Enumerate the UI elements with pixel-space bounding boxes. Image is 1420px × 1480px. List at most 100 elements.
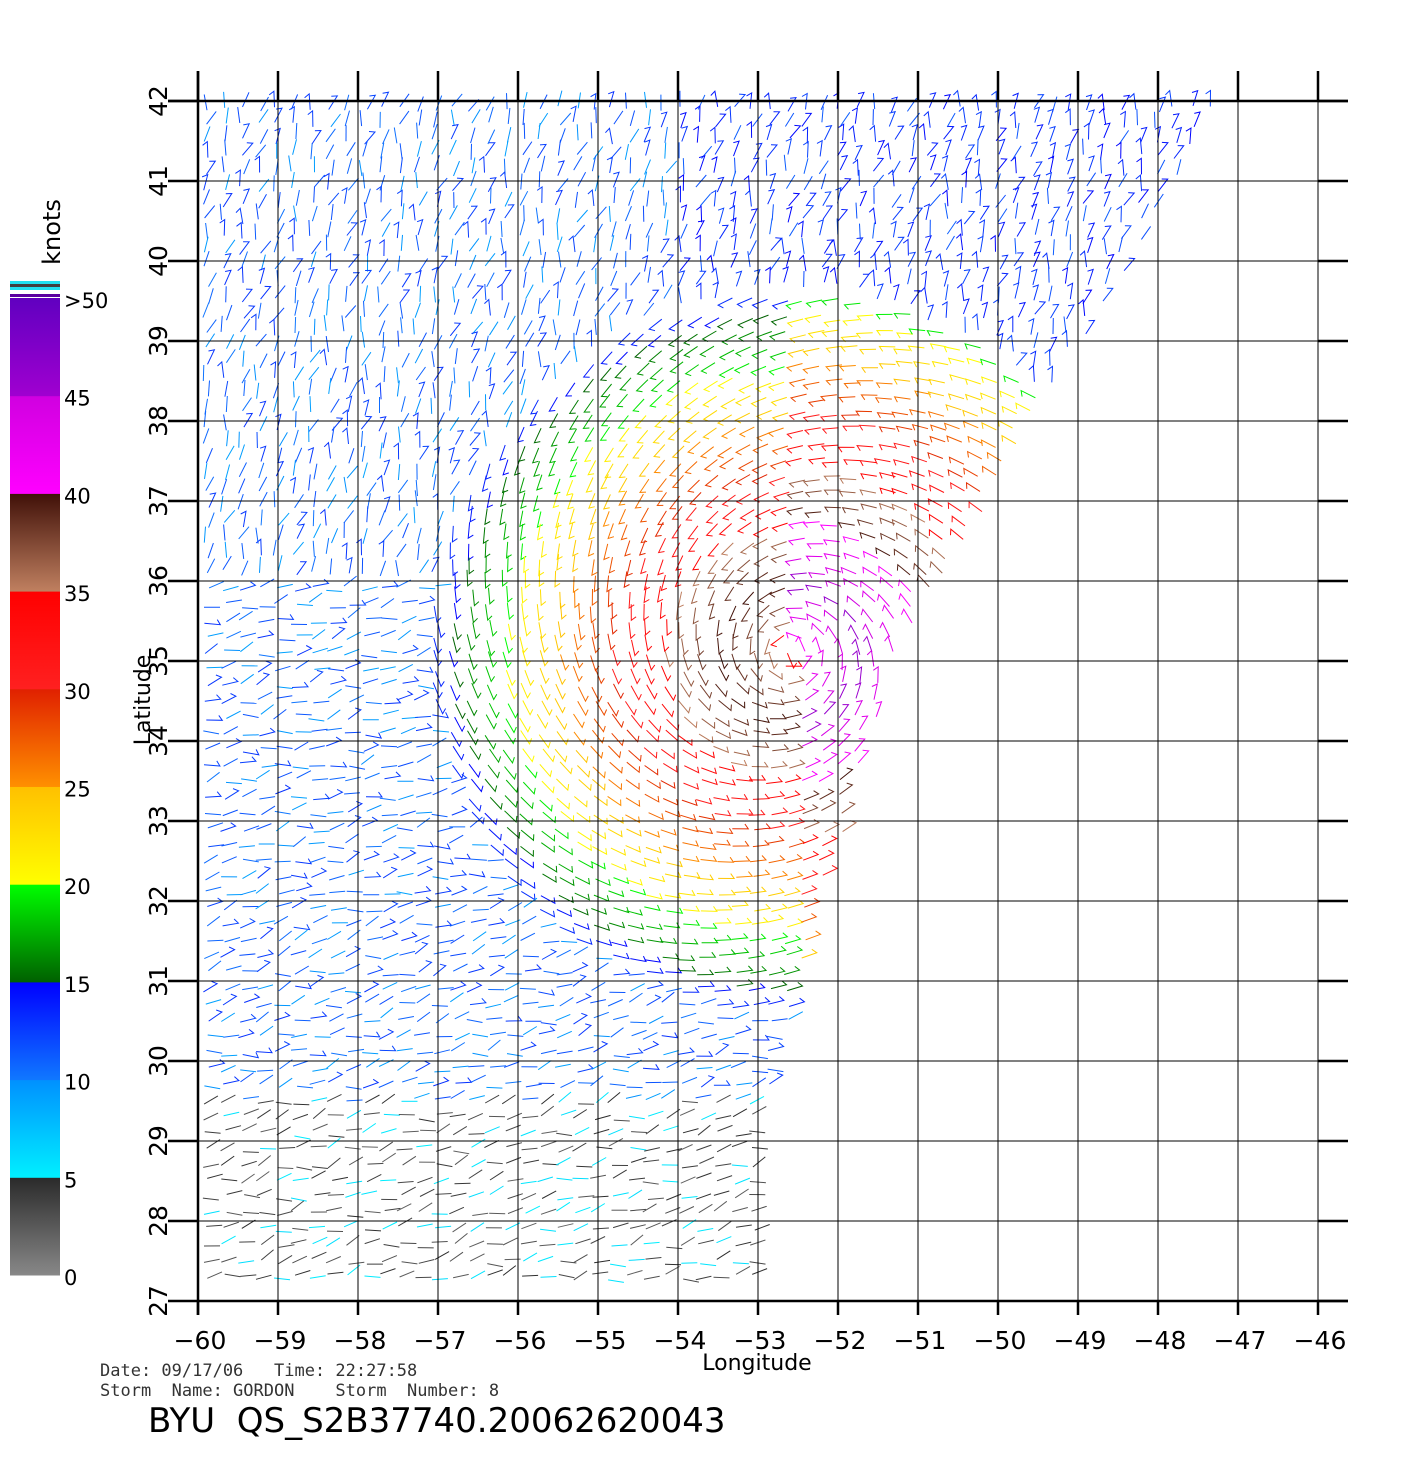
wind-barb [502, 1265, 517, 1276]
wind-barb [292, 395, 300, 411]
wind-barb [629, 233, 632, 250]
wind-barb [735, 1133, 752, 1137]
y-tick-label: 31 [144, 965, 173, 997]
wind-barb [384, 771, 402, 780]
wind-barb [752, 113, 763, 127]
wind-barb [507, 1207, 524, 1214]
wind-barb [634, 493, 644, 509]
wind-barb [367, 1162, 384, 1165]
wind-barb [325, 336, 329, 353]
wind-barb [274, 127, 281, 145]
wind-barb [431, 556, 440, 573]
wind-barb [220, 1064, 236, 1073]
wind-barb [714, 839, 731, 846]
wind-barb [291, 872, 308, 879]
wind-barb [559, 112, 572, 126]
wind-barb [294, 316, 297, 334]
wind-barb [788, 222, 799, 237]
wind-barb [225, 781, 242, 785]
wind-barb [1103, 238, 1107, 255]
wind-barb [873, 157, 885, 172]
wind-barb [431, 1278, 448, 1281]
wind-barb [646, 684, 658, 700]
wind-barb [331, 1052, 348, 1057]
wind-barb [499, 508, 506, 526]
wind-barb [361, 351, 372, 366]
wind-barb [348, 869, 365, 876]
wind-barb [486, 491, 494, 509]
wind-barb [276, 695, 293, 699]
wind-barb [454, 1154, 469, 1166]
wind-barb [449, 651, 459, 668]
wind-barb [330, 204, 334, 221]
wind-barb [643, 747, 658, 759]
wind-barb [379, 1141, 393, 1152]
wind-barb [453, 603, 462, 620]
x-axis-title: Longitude [702, 1351, 811, 1376]
wind-barb [454, 716, 466, 733]
wind-barb [575, 319, 581, 336]
wind-barb [921, 270, 928, 288]
wind-barb [735, 1265, 751, 1275]
x-tick-label: −59 [254, 1326, 307, 1355]
wind-barb [819, 414, 837, 422]
wind-barb [618, 477, 628, 493]
wind-barb [290, 1197, 307, 1202]
wind-barb [752, 1106, 767, 1115]
wind-barb [382, 432, 387, 449]
wind-barb [399, 157, 403, 174]
wind-barb [259, 796, 276, 800]
wind-barb [272, 539, 277, 556]
wind-barb [802, 126, 809, 144]
wind-barb [947, 357, 965, 364]
wind-barb [278, 524, 284, 541]
wind-barb [1136, 109, 1138, 126]
wind-barb [714, 985, 732, 992]
wind-barb [401, 615, 417, 624]
wind-barb [380, 270, 391, 285]
wind-barb [220, 1142, 235, 1152]
wind-barb [731, 1164, 748, 1167]
wind-barb [935, 253, 944, 270]
x-tick-label: −53 [734, 1326, 787, 1355]
wind-barb [664, 686, 677, 702]
wind-barb [522, 141, 533, 156]
wind-barb [437, 939, 454, 944]
wind-barb [785, 137, 792, 155]
wind-barb [732, 1108, 748, 1118]
wind-barb [204, 1085, 221, 1090]
wind-barb [207, 349, 216, 365]
wind-barb [296, 822, 314, 829]
wind-barb [817, 649, 824, 667]
wind-barb [507, 1112, 523, 1120]
wind-barb [747, 251, 751, 268]
wind-barb [451, 773, 468, 784]
wind-barb [661, 1032, 679, 1039]
wind-barb [341, 315, 345, 332]
wind-barb [870, 252, 877, 271]
wind-barb [204, 1131, 221, 1134]
wind-barb [821, 253, 833, 268]
wind-barb [802, 204, 815, 219]
wind-barb [748, 983, 766, 991]
wind-barb [259, 129, 269, 144]
wind-barb [242, 858, 259, 863]
wind-barb [311, 288, 319, 304]
wind-barb [380, 142, 385, 159]
wind-barb [728, 605, 737, 622]
wind-barb [873, 240, 884, 255]
wind-barb [455, 1077, 473, 1084]
wind-barb [451, 786, 466, 795]
y-tick-label: 33 [144, 805, 173, 837]
wind-barb [557, 178, 569, 192]
wind-barb [611, 863, 627, 871]
wind-barb [468, 1133, 485, 1135]
wind-barb [293, 205, 297, 222]
wind-barb [878, 472, 896, 479]
wind-barb [397, 330, 400, 347]
wind-barb [418, 595, 436, 605]
wind-barb [719, 224, 729, 240]
wind-barb [471, 778, 484, 793]
wind-barb [327, 1137, 341, 1149]
wind-barb [1003, 375, 1019, 383]
